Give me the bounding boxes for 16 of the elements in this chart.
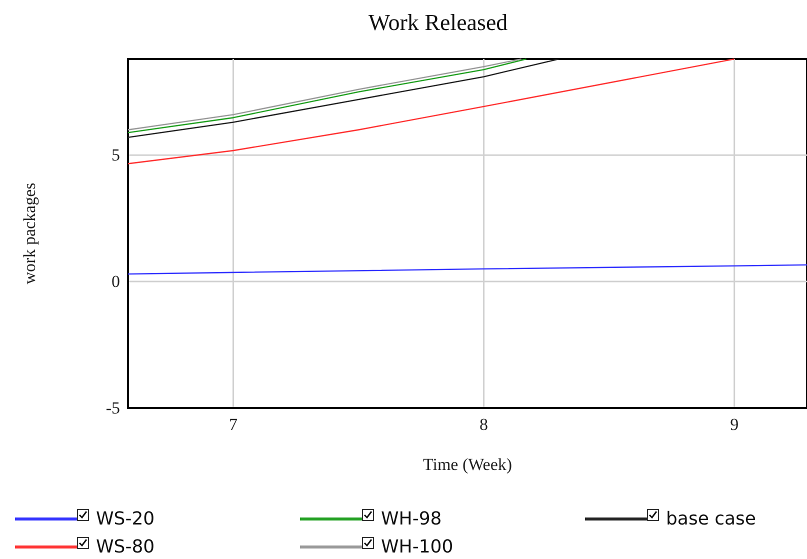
legend-label: base case xyxy=(666,508,756,530)
legend-label: WH-98 xyxy=(381,508,442,530)
legend-label: WS-20 xyxy=(96,508,155,530)
x-axis-title: Time (Week) xyxy=(422,455,512,474)
y-tick-label: 0 xyxy=(112,272,120,292)
line-series xyxy=(127,58,735,164)
chart-title: Work Released xyxy=(368,10,508,35)
x-tick-label: 7 xyxy=(228,415,238,434)
y-axis-title: work packages xyxy=(20,182,39,284)
x-tick-label: 9 xyxy=(730,415,739,434)
y-tick-label: 5 xyxy=(112,146,120,165)
legend-label: WH-100 xyxy=(381,536,454,558)
x-tick-label: 8 xyxy=(480,415,488,434)
line-series xyxy=(127,264,807,275)
legend-label: WS-80 xyxy=(96,536,155,558)
y-tick-label: -5 xyxy=(106,398,120,418)
